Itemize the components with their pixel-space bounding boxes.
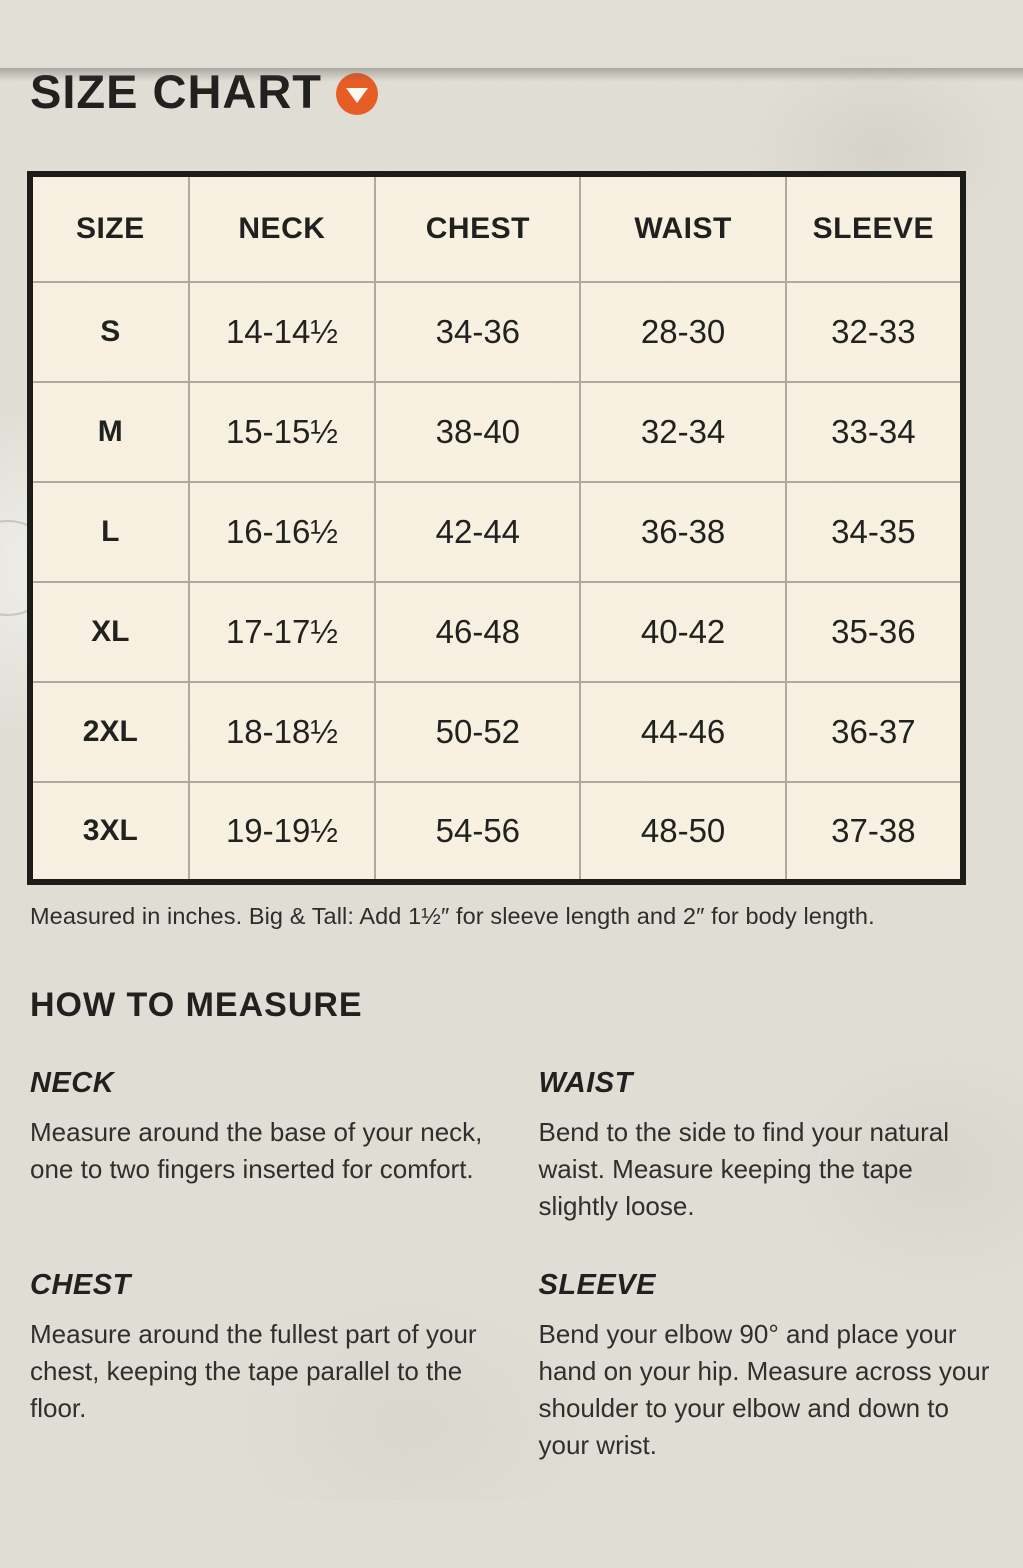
measure-section-body: Bend to the side to find your natural wa… [538, 1117, 950, 1221]
size-cell: 3XL [29, 781, 190, 883]
size-chart-expand-button[interactable] [336, 72, 378, 115]
sleeve-cell: 34-35 [784, 481, 965, 583]
column-header-waist: WAIST [579, 173, 787, 283]
size-table: SIZE NECK CHEST WAIST SLEEVE S 14-14½ 34… [27, 171, 966, 885]
neck-cell: 17-17½ [187, 581, 377, 683]
sleeve-cell: 32-33 [784, 281, 965, 383]
measure-section-body: Measure around the base of your neck, on… [30, 1117, 483, 1184]
chest-cell: 50-52 [374, 681, 582, 783]
sleeve-cell: 36-37 [784, 681, 965, 783]
table-row: 3XL 19-19½ 54-56 48-50 37-38 [29, 781, 965, 883]
waist-cell: 28-30 [579, 281, 787, 383]
table-header-row: SIZE NECK CHEST WAIST SLEEVE [29, 173, 965, 283]
measure-section-body: Measure around the fullest part of your … [30, 1319, 477, 1423]
column-header-size: SIZE [29, 173, 190, 283]
measure-section-body: Bend your elbow 90° and place your hand … [538, 1319, 990, 1460]
title-row: SIZE CHART [30, 68, 1023, 115]
measure-section-heading: SLEEVE [538, 1269, 656, 1301]
size-cell: M [29, 381, 190, 483]
measure-section-heading: CHEST [30, 1269, 131, 1301]
neck-cell: 16-16½ [187, 481, 377, 583]
waist-cell: 32-34 [579, 381, 787, 483]
measure-section-heading: NECK [30, 1067, 115, 1099]
triangle-down-icon [346, 88, 368, 103]
table-row: S 14-14½ 34-36 28-30 32-33 [29, 281, 965, 383]
chest-cell: 42-44 [374, 481, 582, 583]
table-row: M 15-15½ 38-40 32-34 33-34 [29, 381, 965, 483]
measure-section-sleeve: SLEEVE Bend your elbow 90° and place you… [539, 1269, 994, 1464]
neck-cell: 18-18½ [187, 681, 377, 783]
column-header-chest: CHEST [374, 173, 582, 283]
column-header-sleeve: SLEEVE [784, 173, 965, 283]
sleeve-cell: 37-38 [784, 781, 965, 883]
measure-section-chest: CHEST Measure around the fullest part of… [30, 1269, 485, 1464]
page-title: SIZE CHART [30, 65, 322, 118]
sleeve-cell: 35-36 [784, 581, 965, 683]
waist-cell: 40-42 [579, 581, 787, 683]
size-cell: XL [29, 581, 190, 683]
measure-section-waist: WAIST Bend to the side to find your natu… [539, 1067, 994, 1225]
chest-cell: 34-36 [374, 281, 582, 383]
measure-section-neck: NECK Measure around the base of your nec… [30, 1067, 485, 1225]
table-row: XL 17-17½ 46-48 40-42 35-36 [29, 581, 965, 683]
size-cell: L [29, 481, 190, 583]
chest-cell: 46-48 [374, 581, 582, 683]
waist-cell: 44-46 [579, 681, 787, 783]
waist-cell: 48-50 [579, 781, 787, 883]
waist-cell: 36-38 [579, 481, 787, 583]
neck-cell: 19-19½ [187, 781, 377, 883]
table-row: 2XL 18-18½ 50-52 44-46 36-37 [29, 681, 965, 783]
size-chart-page: SIZE CHART SIZE NECK CHEST WAIST SLEEVE … [0, 68, 1023, 1464]
neck-cell: 14-14½ [187, 281, 377, 383]
measure-sections-grid: NECK Measure around the base of your nec… [30, 1067, 993, 1464]
how-to-measure-title: HOW TO MEASURE [30, 986, 363, 1024]
table-row: L 16-16½ 42-44 36-38 34-35 [29, 481, 965, 583]
measure-section-heading: WAIST [538, 1067, 633, 1099]
size-cell: S [29, 281, 190, 383]
table-footnote: Measured in inches. Big & Tall: Add 1½″ … [30, 903, 875, 929]
neck-cell: 15-15½ [187, 381, 377, 483]
sleeve-cell: 33-34 [784, 381, 965, 483]
size-cell: 2XL [29, 681, 190, 783]
chest-cell: 54-56 [374, 781, 582, 883]
column-header-neck: NECK [187, 173, 377, 283]
chest-cell: 38-40 [374, 381, 582, 483]
